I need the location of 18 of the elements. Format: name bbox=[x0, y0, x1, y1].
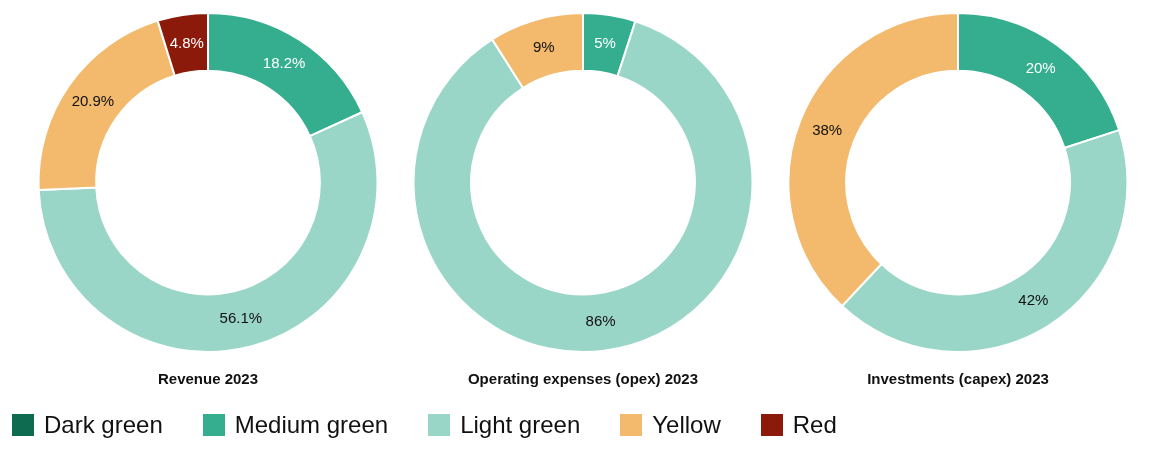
legend-label: Light green bbox=[460, 411, 581, 439]
legend-label: Yellow bbox=[652, 411, 721, 439]
data-label: 38% bbox=[812, 120, 843, 138]
text: Revenue 2023 bbox=[157, 370, 258, 388]
data-label: 9% bbox=[532, 37, 555, 55]
legend-label: Dark green bbox=[44, 411, 163, 439]
data-label: 56.1% bbox=[219, 309, 262, 327]
legend-label: Medium green bbox=[234, 411, 389, 439]
data-label: 5% bbox=[594, 33, 616, 51]
data-label: 20.9% bbox=[71, 91, 114, 109]
data-label: 42% bbox=[1018, 291, 1049, 309]
data-label: 86% bbox=[585, 312, 616, 330]
data-label: 18.2% bbox=[262, 54, 306, 72]
data-label: 4.8% bbox=[169, 33, 204, 51]
legend-label: Red bbox=[792, 411, 837, 439]
text: Investments (capex) 2023 bbox=[867, 370, 1050, 388]
text: Operating expenses (opex) 2023 bbox=[467, 370, 699, 388]
data-label: 20% bbox=[1025, 58, 1057, 76]
